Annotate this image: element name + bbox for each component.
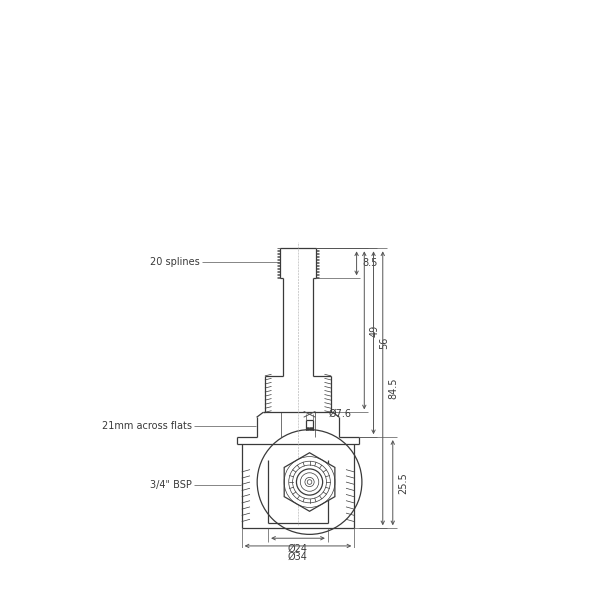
Text: 3/4" BSP: 3/4" BSP [150,480,192,490]
Text: 21mm across flats: 21mm across flats [102,421,192,431]
Text: Ø34: Ø34 [288,551,308,561]
Text: 20 splines: 20 splines [150,257,200,267]
Text: 25.5: 25.5 [398,472,408,493]
Circle shape [257,430,362,535]
Polygon shape [284,453,335,511]
Text: Ø24: Ø24 [288,544,308,554]
Text: 49: 49 [370,324,379,336]
Text: 8.5: 8.5 [362,258,378,269]
Text: 56: 56 [379,336,389,349]
Text: 84.5: 84.5 [388,378,398,399]
Text: Ø7.6: Ø7.6 [329,409,352,419]
